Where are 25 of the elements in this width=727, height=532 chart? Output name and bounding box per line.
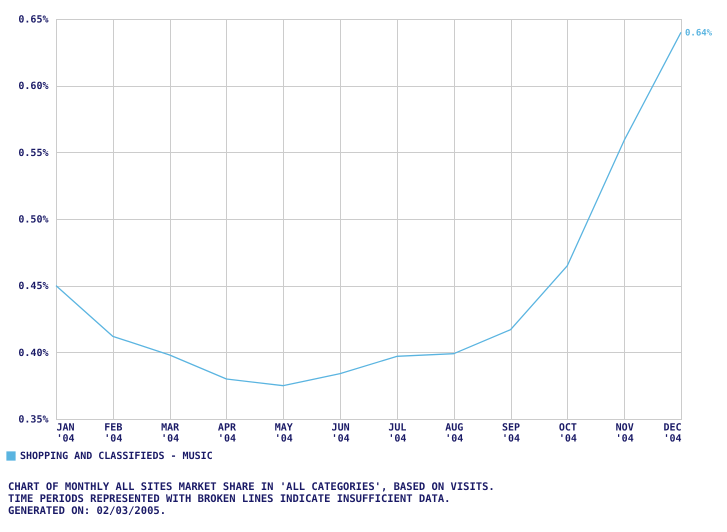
x-tick-label: DEC '04 bbox=[663, 422, 682, 444]
x-tick-label: MAR '04 bbox=[161, 422, 180, 444]
data-label: 0.64% bbox=[685, 28, 713, 38]
line-series bbox=[55, 32, 682, 386]
y-tick-label: 0.50% bbox=[18, 214, 48, 226]
x-tick-label: SEP '04 bbox=[502, 422, 520, 444]
y-tick-label: 0.45% bbox=[18, 281, 48, 292]
text: CHART OF MONTHLY ALL SITES MARKET SHARE IN 'ALL CATEGORIES', BASED ON VISITS. bbox=[8, 481, 496, 493]
x-tick-label: JUN '04 bbox=[332, 422, 350, 444]
x-tick-label: JAN '04 bbox=[56, 422, 75, 444]
y-tick-label: 0.40% bbox=[18, 348, 48, 359]
y-tick-label: 0.55% bbox=[18, 148, 48, 159]
text: GENERATED ON: 02/03/2005. bbox=[8, 505, 168, 517]
y-tick-label: 0.65% bbox=[18, 14, 48, 26]
y-tick-label: 0.60% bbox=[18, 81, 48, 92]
legend-label: SHOPPING AND CLASSIFIEDS - MUSIC bbox=[20, 451, 213, 462]
y-tick-label: 0.35% bbox=[18, 414, 48, 426]
x-tick-label: OCT '04 bbox=[558, 422, 577, 444]
x-tick-label: NOV '04 bbox=[616, 422, 634, 444]
x-tick-label: AUG '04 bbox=[445, 422, 464, 444]
x-tick-label: JUL '04 bbox=[388, 422, 406, 444]
x-tick-label: MAY '04 bbox=[274, 422, 293, 444]
x-tick-label: APR '04 bbox=[218, 422, 237, 444]
text: TIME PERIODS REPRESENTED WITH BROKEN LINES INDICATE INSUFFICIENT DATA. bbox=[8, 493, 452, 505]
x-tick-label: FEB '04 bbox=[104, 422, 122, 444]
